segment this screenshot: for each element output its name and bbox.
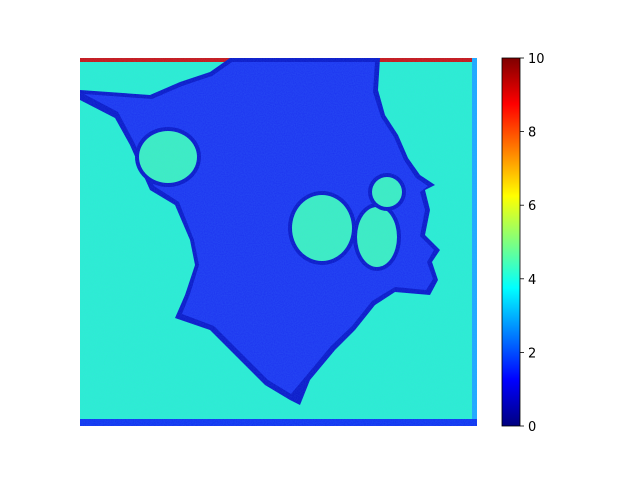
colorbar-tick-label: 0 xyxy=(528,420,536,435)
colorbar-tick-label: 4 xyxy=(528,273,536,288)
colorbar-tick-label: 6 xyxy=(528,199,536,214)
heatmap-plot xyxy=(80,58,477,426)
colorbar: 0 2 4 6 8 10 xyxy=(501,52,545,435)
colorbar-gradient xyxy=(502,58,520,426)
colorbar-tick-label: 10 xyxy=(528,52,545,67)
colorbar-tick-label: 2 xyxy=(528,346,536,361)
colorbar-tick-label: 8 xyxy=(528,126,536,141)
colorbar-ticks: 0 2 4 6 8 10 xyxy=(520,52,545,435)
colorbar-frame xyxy=(501,57,521,427)
heatmap-noise-overlay xyxy=(80,58,477,426)
